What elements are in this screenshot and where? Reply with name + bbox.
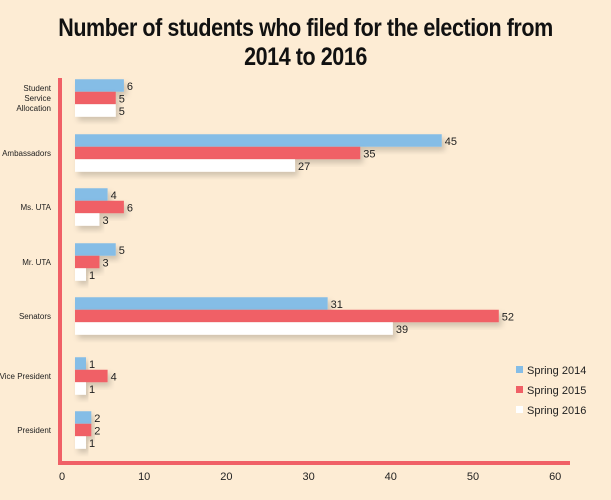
category-label: Ambassadors bbox=[2, 149, 51, 158]
bar bbox=[75, 369, 108, 383]
data-label: 1 bbox=[89, 359, 95, 371]
category-label: Allocation bbox=[16, 104, 51, 113]
bar bbox=[75, 436, 86, 449]
bar bbox=[75, 91, 116, 105]
category-label: Student bbox=[23, 84, 51, 93]
y-axis-line bbox=[58, 78, 62, 465]
bar bbox=[75, 423, 92, 437]
bar bbox=[75, 411, 92, 424]
bar bbox=[75, 309, 499, 323]
data-label: 39 bbox=[396, 324, 408, 336]
bar bbox=[75, 79, 124, 92]
x-axis-line bbox=[58, 461, 570, 465]
data-label: 45 bbox=[445, 136, 457, 148]
data-label: 5 bbox=[119, 106, 125, 118]
bar bbox=[75, 357, 86, 370]
category-label: Mr. UTA bbox=[22, 258, 51, 267]
data-label: 6 bbox=[127, 81, 133, 93]
data-label: 35 bbox=[363, 148, 375, 160]
x-tick-label: 10 bbox=[138, 471, 150, 483]
data-label: 1 bbox=[89, 438, 95, 450]
x-tick-label: 60 bbox=[549, 471, 561, 483]
data-label: 27 bbox=[298, 161, 310, 173]
category-label: Senators bbox=[19, 312, 51, 321]
bar bbox=[75, 159, 296, 172]
legend-label: Spring 2015 bbox=[527, 385, 586, 397]
x-tick-label: 30 bbox=[302, 471, 314, 483]
data-label: 52 bbox=[502, 311, 514, 323]
data-label: 5 bbox=[119, 93, 125, 105]
bar bbox=[75, 297, 328, 310]
data-label: 2 bbox=[94, 425, 100, 437]
category-label: President bbox=[17, 426, 52, 435]
bar bbox=[75, 146, 361, 160]
chart-title: Number of students who filed for the ele… bbox=[58, 14, 553, 71]
legend-label: Spring 2014 bbox=[527, 365, 586, 377]
data-label: 2 bbox=[94, 413, 100, 425]
bar bbox=[75, 322, 393, 335]
bar bbox=[75, 104, 116, 117]
x-tick-label: 0 bbox=[59, 471, 65, 483]
x-tick-label: 50 bbox=[467, 471, 479, 483]
legend-swatch bbox=[516, 386, 523, 393]
category-label: Vice President bbox=[0, 372, 52, 381]
data-label: 4 bbox=[111, 190, 117, 202]
x-tick-label: 20 bbox=[220, 471, 232, 483]
data-label: 4 bbox=[111, 371, 117, 383]
data-label: 3 bbox=[102, 215, 108, 227]
data-label: 31 bbox=[331, 299, 343, 311]
data-label: 3 bbox=[102, 257, 108, 269]
bar bbox=[75, 382, 86, 395]
data-label: 6 bbox=[127, 202, 133, 214]
bar bbox=[75, 134, 442, 147]
bar bbox=[75, 255, 100, 269]
x-tick-label: 40 bbox=[385, 471, 397, 483]
legend-label: Spring 2016 bbox=[527, 405, 586, 417]
bar bbox=[75, 268, 86, 281]
bar bbox=[75, 213, 100, 226]
legend-swatch bbox=[516, 406, 523, 413]
category-label: Service bbox=[24, 94, 51, 103]
data-label: 5 bbox=[119, 245, 125, 257]
bar bbox=[75, 188, 108, 201]
data-label: 1 bbox=[89, 270, 95, 282]
bar bbox=[75, 243, 116, 256]
data-label: 1 bbox=[89, 384, 95, 396]
category-label: Ms. UTA bbox=[20, 203, 51, 212]
legend-swatch bbox=[516, 366, 523, 373]
bar bbox=[75, 200, 124, 214]
